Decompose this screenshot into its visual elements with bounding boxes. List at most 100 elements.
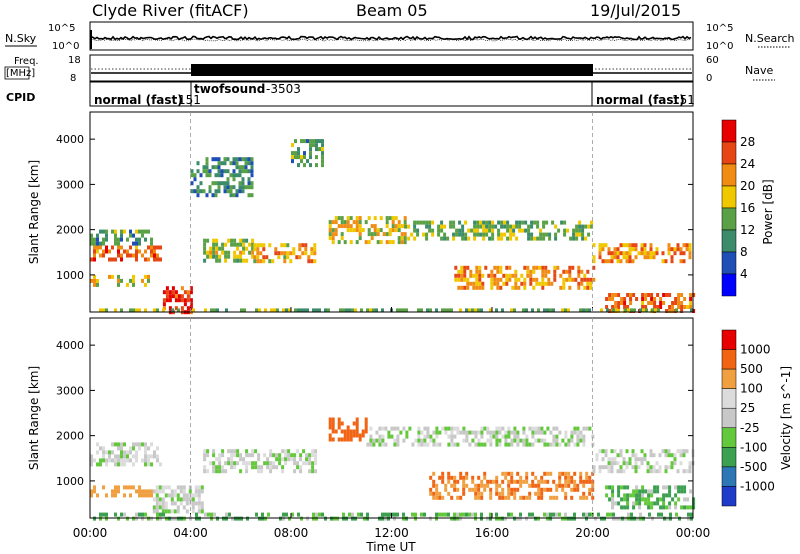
heat-cell-region-7 bbox=[592, 465, 596, 470]
heat-cell-region-3 bbox=[186, 290, 190, 295]
heat-cell-region-2 bbox=[99, 229, 102, 234]
heat-cell-region-8 bbox=[650, 501, 654, 506]
heat-cell-region-3 bbox=[168, 298, 172, 303]
heat-cell-region-0 bbox=[120, 462, 123, 467]
heat-cell-region-10 bbox=[562, 281, 566, 286]
heat-cell-region-8 bbox=[665, 493, 669, 498]
heat-cell-region-11 bbox=[676, 247, 680, 252]
heat-cell-region-10 bbox=[460, 273, 464, 278]
heat-cell-region-3 bbox=[263, 461, 267, 466]
heat-cell-region-9 bbox=[639, 516, 642, 521]
heat-cell-region-6 bbox=[564, 471, 568, 476]
heat-cell-region-3 bbox=[311, 461, 315, 466]
heat-cell-region-9 bbox=[485, 220, 489, 225]
heat-cell-region-6 bbox=[232, 177, 236, 182]
heat-cell-region-9 bbox=[530, 220, 534, 225]
heat-cell-region-3 bbox=[183, 298, 187, 303]
heat-cell-region-12 bbox=[644, 293, 648, 297]
heat-cell-region-8 bbox=[611, 485, 615, 490]
heat-cell-region-8 bbox=[355, 240, 359, 245]
heat-cell-region-5 bbox=[480, 430, 484, 435]
heat-cell-region-12 bbox=[674, 297, 678, 301]
heat-cell-region-8 bbox=[638, 489, 642, 494]
heat-cell-region-9 bbox=[578, 232, 582, 237]
heat-cell-region-9 bbox=[458, 232, 462, 237]
heat-cell-region-5 bbox=[310, 251, 314, 256]
heat-cell-region-8 bbox=[349, 224, 353, 229]
heat-cell-region-2 bbox=[191, 509, 195, 514]
heat-cell-region-9 bbox=[440, 224, 444, 229]
heat-cell-region-6 bbox=[232, 157, 236, 162]
heat-cell-region-5 bbox=[567, 442, 571, 447]
heat-cell-region-10 bbox=[517, 285, 521, 290]
heat-cell-region-3 bbox=[171, 294, 175, 299]
heat-cell-region-9 bbox=[443, 232, 447, 237]
heat-cell-region-2 bbox=[179, 501, 183, 506]
heat-cell-region-9 bbox=[506, 236, 510, 241]
heat-cell-region-5 bbox=[519, 438, 523, 443]
colorbar-swatch bbox=[721, 388, 737, 409]
heat-cell-region-11 bbox=[610, 255, 614, 260]
heat-cell-region-8 bbox=[692, 497, 696, 502]
heat-cell-region-6 bbox=[435, 483, 439, 488]
heat-cell-region-4 bbox=[355, 429, 359, 434]
heat-cell-region-2 bbox=[161, 489, 165, 494]
heat-cell-region-4 bbox=[331, 425, 335, 430]
heat-cell-region-10 bbox=[481, 281, 485, 286]
heat-cell-region-11 bbox=[688, 247, 692, 252]
heat-cell-region-9 bbox=[575, 236, 579, 241]
heat-cell-region-9 bbox=[431, 228, 435, 233]
heat-cell-region-9 bbox=[222, 516, 225, 521]
heat-cell-region-10 bbox=[523, 281, 527, 286]
heat-cell-region-5 bbox=[531, 430, 535, 435]
heat-cell-region-9 bbox=[422, 232, 426, 237]
heat-cell-region-9 bbox=[210, 512, 213, 517]
heat-cell-region-7 bbox=[637, 465, 641, 470]
heat-cell-region-9 bbox=[449, 224, 453, 229]
heat-cell-region-10 bbox=[526, 265, 530, 270]
heat-cell-region-12 bbox=[668, 305, 672, 309]
heat-cell-region-5 bbox=[447, 442, 451, 447]
heat-cell-region-5 bbox=[369, 426, 373, 431]
heat-cell-region-9 bbox=[458, 220, 462, 225]
twofsound-nave-block bbox=[191, 64, 593, 76]
heat-cell-region-4 bbox=[355, 433, 359, 438]
heat-cell-region-6 bbox=[510, 491, 514, 496]
heat-cell-region-0 bbox=[144, 257, 147, 262]
heat-cell-region-3 bbox=[311, 449, 315, 454]
heat-cell-region-9 bbox=[474, 512, 477, 517]
heat-cell-region-5 bbox=[456, 426, 460, 431]
heat-cell-region-3 bbox=[308, 457, 312, 462]
heat-cell-region-2 bbox=[176, 509, 180, 514]
heat-cell-region-6 bbox=[579, 495, 583, 500]
heat-cell-region-7 bbox=[613, 457, 617, 462]
heat-cell-region-6 bbox=[226, 181, 230, 186]
heat-cell-region-9 bbox=[357, 512, 360, 517]
heat-cell-region-3 bbox=[203, 469, 207, 474]
heat-cell-region-8 bbox=[376, 240, 380, 245]
heat-cell-region-3 bbox=[212, 465, 216, 470]
heat-cell-region-8 bbox=[605, 485, 609, 490]
heat-cell-region-7 bbox=[318, 139, 321, 144]
heat-cell-region-9 bbox=[554, 224, 558, 229]
heat-cell-region-3 bbox=[215, 469, 219, 474]
heat-cell-region-13 bbox=[288, 308, 291, 313]
heat-cell-region-6 bbox=[432, 471, 436, 476]
heat-cell-region-5 bbox=[253, 243, 257, 248]
heat-cell-region-7 bbox=[601, 457, 605, 462]
heat-cell-region-9 bbox=[621, 516, 624, 521]
heat-cell-region-0 bbox=[141, 253, 144, 258]
heat-cell-region-11 bbox=[670, 259, 674, 264]
heat-cell-region-8 bbox=[611, 493, 615, 498]
heat-cell-region-7 bbox=[646, 465, 650, 470]
heat-cell-region-2 bbox=[132, 241, 135, 246]
heat-cell-region-7 bbox=[643, 457, 647, 462]
heat-cell-region-4 bbox=[352, 433, 356, 438]
heat-cell-region-2 bbox=[164, 501, 168, 506]
heat-cell-region-5 bbox=[405, 434, 409, 439]
heat-cell-region-5 bbox=[540, 426, 544, 431]
heat-cell-region-11 bbox=[640, 251, 644, 256]
x-tick-label: 00:00 bbox=[676, 526, 711, 540]
heat-cell-region-5 bbox=[414, 438, 418, 443]
heat-cell-region-8 bbox=[367, 240, 371, 245]
